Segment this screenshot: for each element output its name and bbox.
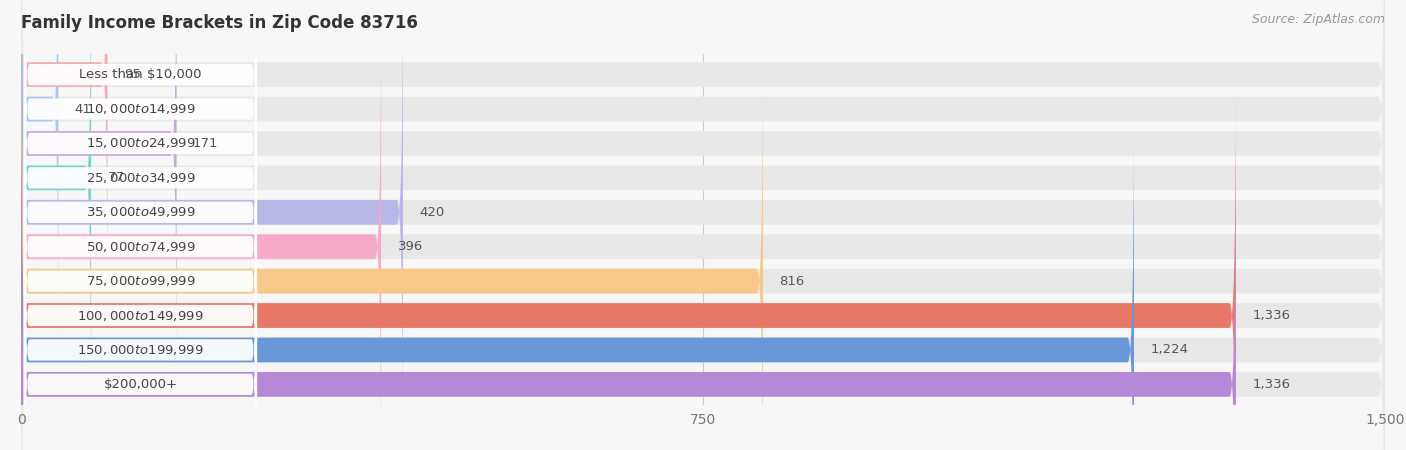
Text: Less than $10,000: Less than $10,000 [79,68,201,81]
FancyBboxPatch shape [21,0,1385,303]
FancyBboxPatch shape [21,87,1236,450]
FancyBboxPatch shape [21,0,177,372]
Text: $75,000 to $99,999: $75,000 to $99,999 [86,274,195,288]
FancyBboxPatch shape [21,122,1135,450]
FancyBboxPatch shape [24,86,257,450]
FancyBboxPatch shape [24,0,257,270]
Text: 41: 41 [75,103,91,116]
FancyBboxPatch shape [21,156,1385,450]
Text: 1,336: 1,336 [1253,309,1291,322]
FancyBboxPatch shape [21,156,1236,450]
Text: $10,000 to $14,999: $10,000 to $14,999 [86,102,195,116]
FancyBboxPatch shape [21,18,381,450]
FancyBboxPatch shape [24,51,257,442]
Text: $25,000 to $34,999: $25,000 to $34,999 [86,171,195,185]
FancyBboxPatch shape [21,0,404,441]
Text: 1,224: 1,224 [1150,343,1188,356]
FancyBboxPatch shape [21,53,763,450]
Text: 420: 420 [419,206,444,219]
FancyBboxPatch shape [21,0,107,303]
Text: $200,000+: $200,000+ [104,378,177,391]
FancyBboxPatch shape [21,0,1385,372]
Text: 171: 171 [193,137,218,150]
Text: 396: 396 [398,240,423,253]
FancyBboxPatch shape [24,154,257,450]
Text: 95: 95 [124,68,141,81]
FancyBboxPatch shape [24,0,257,305]
Text: $35,000 to $49,999: $35,000 to $49,999 [86,205,195,219]
FancyBboxPatch shape [21,122,1385,450]
FancyBboxPatch shape [21,0,1385,441]
FancyBboxPatch shape [24,0,257,339]
FancyBboxPatch shape [21,18,1385,450]
Text: $15,000 to $24,999: $15,000 to $24,999 [86,136,195,150]
Text: $50,000 to $74,999: $50,000 to $74,999 [86,240,195,254]
Text: 816: 816 [779,274,804,288]
Text: 1,336: 1,336 [1253,378,1291,391]
Text: Source: ZipAtlas.com: Source: ZipAtlas.com [1251,14,1385,27]
FancyBboxPatch shape [21,0,59,338]
FancyBboxPatch shape [21,53,1385,450]
FancyBboxPatch shape [24,17,257,408]
FancyBboxPatch shape [24,0,257,374]
FancyBboxPatch shape [24,189,257,450]
FancyBboxPatch shape [24,120,257,450]
FancyBboxPatch shape [21,0,1385,338]
Text: Family Income Brackets in Zip Code 83716: Family Income Brackets in Zip Code 83716 [21,14,418,32]
FancyBboxPatch shape [21,87,1385,450]
FancyBboxPatch shape [21,0,91,406]
Text: $150,000 to $199,999: $150,000 to $199,999 [77,343,204,357]
FancyBboxPatch shape [21,0,1385,406]
Text: $100,000 to $149,999: $100,000 to $149,999 [77,309,204,323]
Text: 77: 77 [107,171,125,184]
